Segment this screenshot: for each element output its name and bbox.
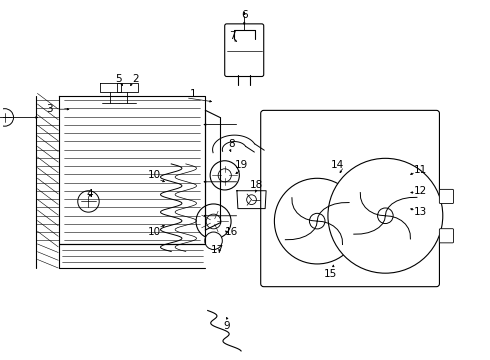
Text: 3: 3 [46, 104, 53, 114]
Text: 12: 12 [414, 186, 427, 196]
Text: 9: 9 [223, 321, 229, 331]
Circle shape [246, 195, 256, 204]
Circle shape [196, 204, 231, 239]
Text: 17: 17 [211, 245, 224, 255]
FancyBboxPatch shape [225, 24, 264, 77]
Circle shape [310, 213, 325, 229]
FancyBboxPatch shape [440, 229, 454, 243]
Text: 6: 6 [241, 10, 247, 20]
Text: 16: 16 [224, 227, 238, 237]
Circle shape [218, 169, 231, 182]
Text: 7: 7 [229, 31, 235, 41]
Text: 1: 1 [190, 89, 196, 99]
Circle shape [274, 178, 360, 264]
Text: 10: 10 [147, 170, 161, 180]
Text: 2: 2 [132, 74, 139, 84]
Text: 8: 8 [228, 139, 234, 149]
Text: 13: 13 [414, 207, 427, 217]
Circle shape [378, 208, 393, 224]
Circle shape [342, 172, 429, 260]
Text: 14: 14 [331, 160, 344, 170]
Text: 5: 5 [115, 74, 122, 84]
Circle shape [206, 214, 221, 229]
FancyBboxPatch shape [440, 189, 454, 203]
Text: 18: 18 [250, 180, 263, 190]
Circle shape [210, 161, 239, 190]
Circle shape [0, 109, 14, 126]
Circle shape [205, 232, 222, 249]
Text: 10: 10 [147, 227, 161, 237]
Circle shape [78, 191, 99, 212]
Text: 11: 11 [414, 165, 427, 175]
Text: 19: 19 [235, 160, 248, 170]
Text: 15: 15 [324, 269, 337, 279]
FancyBboxPatch shape [261, 111, 440, 287]
Text: 4: 4 [87, 189, 93, 199]
Circle shape [328, 158, 443, 273]
